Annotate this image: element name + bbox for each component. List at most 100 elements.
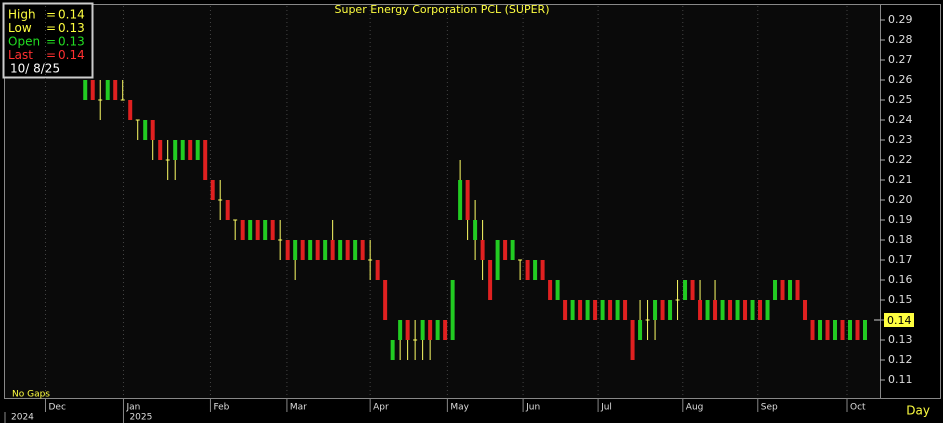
body [83,80,88,100]
info-label: High [8,8,36,22]
body [143,120,148,140]
y-tick-label: 0.28 [888,33,913,46]
info-label: Open [8,35,40,49]
body [518,259,523,261]
period: Day [906,404,930,418]
body [690,280,695,300]
body [863,320,868,340]
body [540,260,545,280]
y-tick-label: 0.12 [888,353,913,366]
x-tick-label: Apr [373,403,389,413]
body [525,260,530,280]
body [383,280,388,320]
gap-mode: No Gaps [12,390,50,400]
body [240,220,245,240]
x-tick-label: Aug [686,403,704,413]
y-tick-label: 0.22 [888,153,913,166]
info-label: Last [8,48,33,62]
body [330,240,335,260]
x-tick-label: Oct [850,403,866,413]
y-tick-label: 0.15 [888,293,913,306]
body [615,300,620,320]
body [660,300,665,320]
info-label: Low [8,21,32,35]
info-equals: = [46,8,56,22]
body [465,180,470,220]
x-tick-label: Jun [525,403,540,413]
info-equals: = [46,48,56,62]
body [120,99,125,101]
body [750,300,755,320]
body [818,320,823,340]
y-tick-label: 0.17 [888,253,913,266]
x-tick-label: Feb [213,403,229,413]
body [510,240,515,260]
body [743,300,748,320]
body [495,240,500,280]
body [803,300,808,320]
body [855,320,860,340]
x-tick-label: Sep [761,403,778,413]
last-price-label: 0.14 [887,314,912,327]
body [353,240,358,260]
body [593,300,598,320]
x-tick-label: Dec [48,403,65,413]
info-box [2,2,94,79]
body [503,240,508,260]
body [128,100,133,120]
body [548,280,553,300]
body [113,80,118,100]
y-tick-label: 0.13 [888,333,913,346]
body [705,300,710,320]
body [248,220,253,240]
y-axis-panel [880,4,941,399]
body [653,300,658,320]
year-label: 2025 [129,413,152,423]
body [533,260,538,280]
year-label: 2024 [11,413,34,423]
body [735,300,740,320]
body [270,220,275,240]
info-equals: = [46,21,56,35]
info-equals: = [46,35,56,49]
body [135,119,140,121]
info-value: 0.13 [58,21,85,35]
plot-frame [4,4,881,399]
y-tick-label: 0.24 [888,113,913,126]
body [563,300,568,320]
y-tick-label: 0.18 [888,233,913,246]
info-date: 10/ 8/25 [10,62,60,76]
x-tick-label: Jul [600,403,612,413]
body [105,80,110,100]
y-tick-label: 0.20 [888,193,913,206]
body [195,140,200,160]
body [458,180,463,220]
body [773,280,778,300]
body [728,300,733,320]
last-price-box [884,313,914,327]
body [165,159,170,161]
body [848,320,853,340]
body [218,199,223,201]
body [173,140,178,160]
body [188,140,193,160]
y-tick-label: 0.23 [888,133,913,146]
body [233,219,238,221]
body [675,299,680,301]
body [825,320,830,340]
body [263,220,268,240]
body [98,99,103,101]
body [180,140,185,160]
y-tick-label: 0.16 [888,273,913,286]
x-tick-label: Jan [125,403,140,413]
body [795,280,800,300]
body [765,300,770,320]
body [570,300,575,320]
y-tick-label: 0.25 [888,93,913,106]
y-tick-label: 0.19 [888,213,913,226]
info-value: 0.13 [58,35,85,49]
body [585,300,590,320]
body [608,300,613,320]
body [645,319,650,321]
